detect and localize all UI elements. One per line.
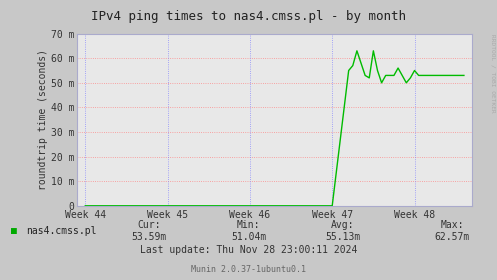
Text: Cur:: Cur: <box>137 220 161 230</box>
Text: 51.04m: 51.04m <box>231 232 266 242</box>
Text: Munin 2.0.37-1ubuntu0.1: Munin 2.0.37-1ubuntu0.1 <box>191 265 306 274</box>
Text: Max:: Max: <box>440 220 464 230</box>
Text: IPv4 ping times to nas4.cmss.pl - by month: IPv4 ping times to nas4.cmss.pl - by mon… <box>91 10 406 23</box>
Text: Last update: Thu Nov 28 23:00:11 2024: Last update: Thu Nov 28 23:00:11 2024 <box>140 245 357 255</box>
Y-axis label: roundtrip time (seconds): roundtrip time (seconds) <box>38 49 48 190</box>
Text: 55.13m: 55.13m <box>326 232 360 242</box>
Text: Min:: Min: <box>237 220 260 230</box>
Text: nas4.cmss.pl: nas4.cmss.pl <box>26 226 96 236</box>
Text: Avg:: Avg: <box>331 220 355 230</box>
Text: 53.59m: 53.59m <box>132 232 166 242</box>
Text: ■: ■ <box>11 226 17 236</box>
Text: 62.57m: 62.57m <box>435 232 470 242</box>
Text: RRDTOOL / TOBI OETKER: RRDTOOL / TOBI OETKER <box>491 34 496 112</box>
